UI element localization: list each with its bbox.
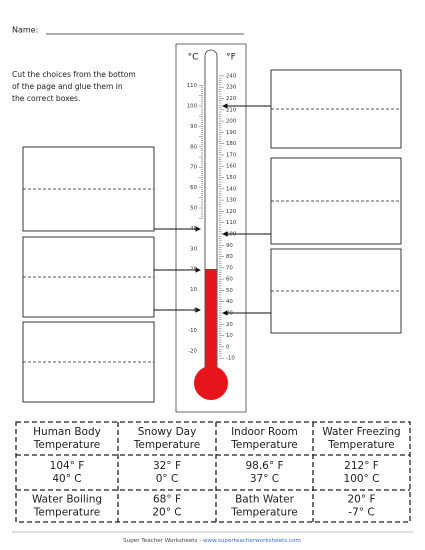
celsius-label: 20: [190, 267, 197, 273]
celsius-label: 110: [187, 83, 198, 89]
cell-text: Snowy Day: [138, 426, 197, 438]
scale: 1101009080706050403020100-10-20240230220…: [187, 73, 237, 361]
fahrenheit-label: 0: [226, 344, 230, 350]
cell-text: 100° C: [344, 473, 380, 485]
instruction: the correct boxes.: [12, 94, 80, 103]
celsius-label: 10: [190, 287, 197, 293]
fahrenheit-label: 80: [226, 254, 233, 260]
fahrenheit-label: 120: [226, 209, 237, 215]
fahrenheit-label: 70: [226, 265, 233, 271]
instruction: of the page and glue them in: [12, 82, 123, 91]
cell-text: 20° F: [348, 494, 376, 506]
fahrenheit-label: 230: [226, 85, 237, 91]
cell-text: Human Body: [33, 426, 101, 438]
bulb: [194, 366, 228, 400]
cell-text: 37° C: [250, 473, 279, 485]
fahrenheit-label: 90: [226, 243, 233, 249]
cell-text: Temperature: [230, 507, 298, 519]
celsius-label: 90: [190, 124, 197, 130]
table-border: [15, 421, 411, 523]
fahrenheit-label: 20: [226, 322, 233, 328]
celsius-label: 0: [194, 308, 198, 314]
fahrenheit-label: 180: [226, 141, 237, 147]
cell-text: -7° C: [348, 507, 374, 519]
cell-text: 32° F: [153, 460, 181, 472]
cell-text: 104° F: [50, 460, 85, 472]
fahrenheit-label: 50: [226, 288, 233, 294]
cell-text: 40° C: [52, 473, 81, 485]
cell-text: 20° C: [152, 507, 181, 519]
cell-text: 68° F: [153, 494, 181, 506]
fahrenheit-label: 170: [226, 152, 237, 158]
cell-text: Indoor Room: [231, 426, 298, 438]
footer-link[interactable]: www.superteacherworksheets.com: [203, 538, 301, 544]
celsius-label: 30: [190, 246, 197, 252]
fahrenheit-label: 160: [226, 164, 237, 170]
cell-text: Water Freezing: [322, 426, 400, 438]
celsius-label: 40: [190, 226, 197, 232]
fahrenheit-label: 210: [226, 107, 237, 113]
celsius-label: 80: [190, 144, 197, 150]
fahrenheit-label: 40: [226, 299, 233, 305]
celsius-label: -20: [188, 348, 197, 354]
cell-text: 0° C: [156, 473, 179, 485]
cell-text: Bath Water: [235, 494, 294, 506]
cell-text: 98.6° F: [245, 460, 283, 472]
cell-text: Temperature: [133, 439, 201, 451]
fahrenheit-unit: °F: [226, 53, 236, 63]
cell-text: Temperature: [33, 507, 101, 519]
fahrenheit-label: 200: [226, 119, 237, 125]
fahrenheit-label: 130: [226, 198, 237, 204]
fahrenheit-label: 240: [226, 73, 237, 79]
celsius-label: -10: [188, 328, 197, 334]
fahrenheit-label: 150: [226, 175, 237, 181]
fahrenheit-label: 60: [226, 277, 233, 283]
celsius-unit: °C: [188, 53, 199, 63]
mercury: [205, 269, 217, 379]
fahrenheit-label: 30: [226, 311, 233, 317]
fahrenheit-label: 100: [226, 231, 237, 237]
instruction: Cut the choices from the bottom: [12, 70, 136, 79]
fahrenheit-label: 220: [226, 96, 237, 102]
fahrenheit-label: 10: [226, 333, 233, 339]
boxes: [22, 69, 402, 403]
celsius-label: 50: [190, 206, 197, 212]
footer: Super Teacher Worksheets - www.superteac…: [123, 538, 301, 544]
cell-text: Temperature: [230, 439, 298, 451]
cell-text: Temperature: [327, 439, 395, 451]
name-label: Name:: [12, 26, 38, 35]
fahrenheit-label: 140: [226, 186, 237, 192]
footer-text: Super Teacher Worksheets -: [123, 538, 203, 544]
fahrenheit-label: 190: [226, 130, 237, 136]
fahrenheit-label: 110: [226, 220, 237, 226]
celsius-label: 100: [187, 104, 198, 110]
cell-text: 212° F: [344, 460, 379, 472]
cell-text: Water Boiling: [32, 494, 102, 506]
celsius-label: 70: [190, 165, 197, 171]
celsius-label: 60: [190, 185, 197, 191]
fahrenheit-label: -10: [226, 356, 235, 362]
cell-text: Temperature: [33, 439, 101, 451]
